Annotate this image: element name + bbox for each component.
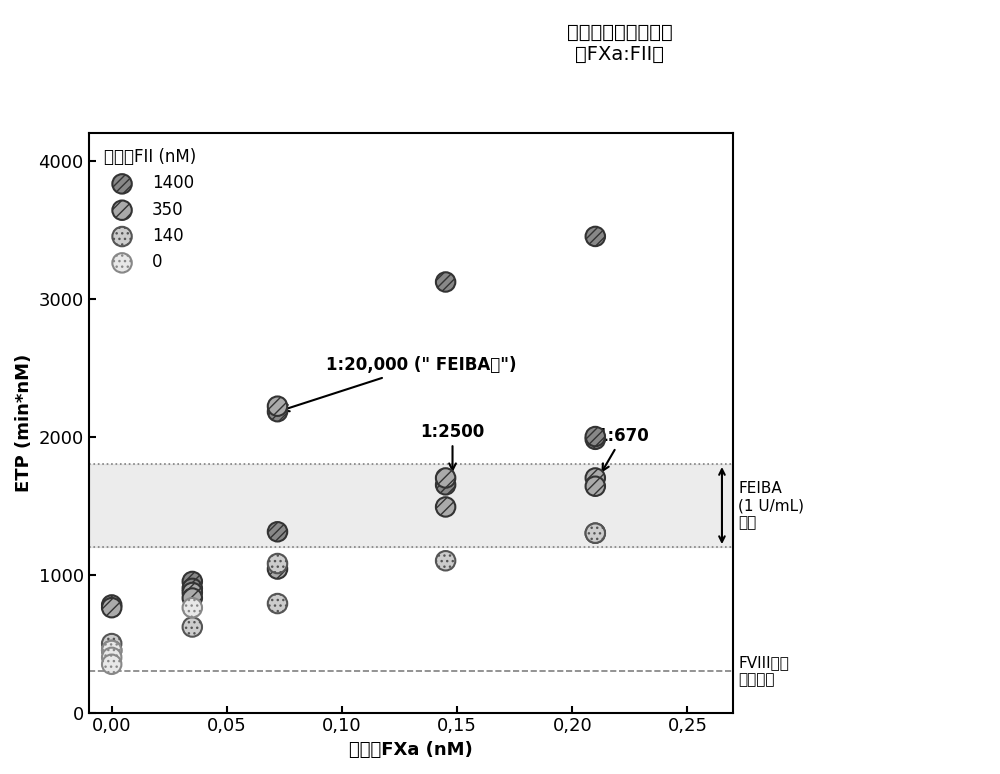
Point (438, 472, 454, 485)
Point (587, 230, 603, 242)
Text: 用于体内测试的所选
的FXa:FII比: 用于体内测试的所选 的FXa:FII比 (567, 23, 673, 64)
Point (104, 637, 120, 649)
Point (270, 406, 286, 418)
Text: FEIBA
(1 U/mL)
范围: FEIBA (1 U/mL) 范围 (738, 481, 804, 530)
Point (104, 601, 120, 614)
Point (587, 480, 603, 492)
Point (587, 472, 603, 485)
Point (587, 527, 603, 539)
Point (104, 651, 120, 663)
X-axis label: 血浆源FXa (nM): 血浆源FXa (nM) (349, 741, 473, 759)
Legend: 1400, 350, 140, 0: 1400, 350, 140, 0 (97, 141, 203, 278)
Point (104, 658, 120, 670)
Point (587, 527, 603, 539)
Point (184, 621, 200, 633)
Point (587, 430, 603, 443)
Point (587, 433, 603, 446)
Point (184, 582, 200, 594)
Point (184, 601, 200, 614)
Point (438, 501, 454, 513)
Text: 1:2500: 1:2500 (420, 423, 485, 470)
Point (104, 644, 120, 656)
Point (270, 400, 286, 413)
Point (270, 557, 286, 570)
Point (438, 276, 454, 288)
Point (270, 526, 286, 538)
Text: FVIII抑制
性人血浆: FVIII抑制 性人血浆 (738, 655, 789, 687)
Point (438, 555, 454, 567)
Point (184, 575, 200, 587)
Bar (89, 464, 733, 547)
Point (270, 563, 286, 575)
Point (104, 644, 120, 656)
Text: 1:20,000 (" FEIBA比"): 1:20,000 (" FEIBA比") (282, 356, 516, 411)
Point (104, 599, 120, 611)
Y-axis label: ETP (min*nM): ETP (min*nM) (15, 354, 33, 491)
Point (184, 587, 200, 599)
Text: 1:670: 1:670 (597, 426, 649, 471)
Point (184, 592, 200, 604)
Point (438, 478, 454, 491)
Point (270, 598, 286, 610)
